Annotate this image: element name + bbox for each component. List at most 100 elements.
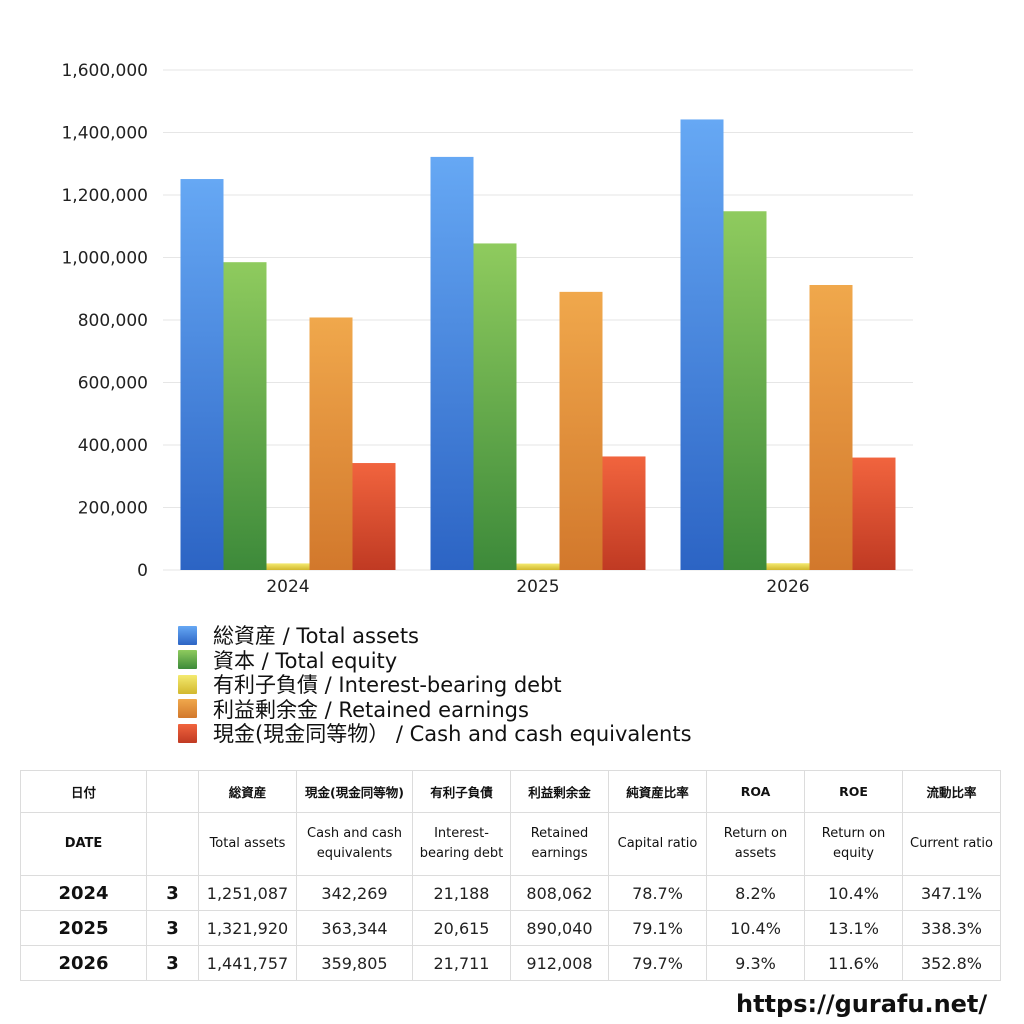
table-header-cell: 日付 [20,770,147,813]
legend-swatch [178,674,197,694]
y-tick-label: 200,000 [78,499,148,519]
bar [680,119,724,571]
chart-gridlines [163,69,913,571]
legend-item: 利益剰余金 / Retained earnings [178,697,692,722]
bar [352,463,396,570]
bar [559,291,603,570]
table-header-cell: Current ratio [902,812,1001,876]
year-cell: 2025 [20,910,147,946]
bar [473,243,517,570]
table-header-cell: 利益剰余金 [510,770,609,813]
legend-item: 資本 / Total equity [178,648,692,673]
table-row: 2024 3 1,251,087 342,269 21,188 808,062 78.7% 8… [20,875,1001,911]
table-cell: 352.8% [902,945,1001,981]
table-cell: 338.3% [902,910,1001,946]
legend-label: 資本 / Total equity [213,648,398,673]
table-header-cell: Return on equity [804,812,903,876]
legend-label: 有利子負債 / Interest-bearing debt [213,673,562,698]
y-axis: 0 200,000 400,000 600,000 800,000 1,000,000 1,… [61,61,148,581]
legend-label: 現金(現金同等物） / Cash and cash equivalents [213,722,692,747]
table-header-cell: Cash and cash equivalents [296,812,413,876]
y-tick-label: 1,400,000 [61,124,148,144]
table-cell: 10.4% [706,910,805,946]
table-cell: 808,062 [510,875,609,911]
table-header-cell: Return on assets [706,812,805,876]
bar [723,211,767,570]
table-cell: 1,251,087 [198,875,297,911]
bar [766,563,810,570]
legend-swatch [178,723,197,743]
table-header-cell: ROE [804,770,903,813]
table-cell: 347.1% [902,875,1001,911]
table-cell: 8.2% [706,875,805,911]
legend-item: 現金(現金同等物） / Cash and cash equivalents [178,721,692,746]
table-header-cell [146,770,199,813]
table-header-cell: ROA [706,770,805,813]
source-url-text: https://gurafu.net/ [736,990,988,1018]
table-header-cell [146,812,199,876]
y-tick-label: 1,000,000 [61,249,148,269]
legend-label: 総資産 / Total assets [213,624,419,649]
table-header-cell: 有利子負債 [412,770,511,813]
legend-swatch [178,625,197,645]
legend-item: 有利子負債 / Interest-bearing debt [178,672,692,697]
y-tick-label: 600,000 [78,374,148,394]
table-header-cell: 流動比率 [902,770,1001,813]
table-cell: 363,344 [296,910,413,946]
table-header-cell: Retained earnings [510,812,609,876]
table-cell: 13.1% [804,910,903,946]
table-cell: 912,008 [510,945,609,981]
bar [223,262,267,570]
month-cell: 3 [146,910,199,946]
bar [602,456,646,570]
table-row: 2026 3 1,441,757 359,805 21,711 912,008 79.7% 9… [20,945,1001,981]
table-cell: 359,805 [296,945,413,981]
table-cell: 342,269 [296,875,413,911]
table-cell: 1,441,757 [198,945,297,981]
table-header-row: 日付 総資産 現金(現金同等物) 有利子負債 利益剰余金 純資産比率 ROA ROE 流動比率 [20,770,1001,813]
y-tick-label: 0 [137,561,148,581]
chart-bars [180,119,896,571]
x-axis: 2024 2025 2026 [266,577,809,597]
month-cell: 3 [146,875,199,911]
year-cell: 2024 [20,875,147,911]
bar [266,563,310,570]
y-tick-label: 1,600,000 [61,61,148,81]
bar [309,317,353,570]
table-header-cell: 総資産 [198,770,297,813]
table-header-cell: Capital ratio [608,812,707,876]
table-header-cell: Interest-bearing debt [412,812,511,876]
table-cell: 21,188 [412,875,511,911]
chart-legend: 総資産 / Total assets 資本 / Total equity 有利子負債… [178,623,692,746]
table-cell: 20,615 [412,910,511,946]
y-tick-label: 1,200,000 [61,186,148,206]
x-tick-label: 2024 [266,577,309,597]
table-header-cell: DATE [20,812,147,876]
y-tick-label: 800,000 [78,311,148,331]
bar [180,179,224,570]
table-cell: 9.3% [706,945,805,981]
legend-swatch [178,650,197,670]
table-row: 2025 3 1,321,920 363,344 20,615 890,040 79.1% 1… [20,910,1001,946]
x-tick-label: 2026 [766,577,809,597]
legend-label: 利益剰余金 / Retained earnings [213,697,529,722]
y-tick-label: 400,000 [78,436,148,456]
table-cell: 1,321,920 [198,910,297,946]
table-cell: 11.6% [804,945,903,981]
bar [430,156,474,570]
bar-chart: 0 200,000 400,000 600,000 800,000 1,000,000 1,… [61,61,913,597]
bar [516,563,560,570]
month-cell: 3 [146,945,199,981]
table-cell: 78.7% [608,875,707,911]
table-cell: 21,711 [412,945,511,981]
table-header-cell: 現金(現金同等物) [296,770,413,813]
table-cell: 79.1% [608,910,707,946]
bar [809,284,853,570]
table-cell: 890,040 [510,910,609,946]
legend-swatch [178,699,197,719]
year-cell: 2026 [20,945,147,981]
table-cell: 79.7% [608,945,707,981]
legend-item: 総資産 / Total assets [178,623,692,648]
table-cell: 10.4% [804,875,903,911]
bar [852,457,896,570]
